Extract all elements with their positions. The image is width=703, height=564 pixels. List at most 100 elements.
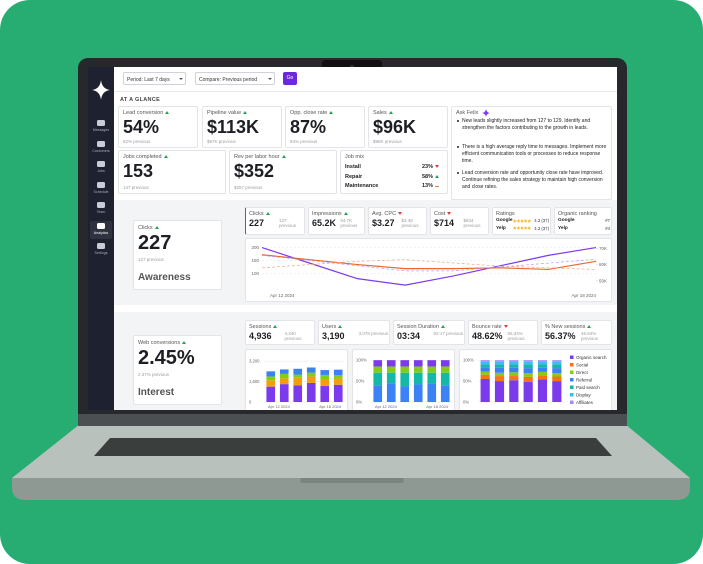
bar-segment xyxy=(537,360,548,362)
metric-value: 227 xyxy=(249,218,265,228)
bar-segment xyxy=(509,380,519,402)
line-chart-card: 200 150 100 70K 60K 50K Apr 12 2024 Apr 18 2024 xyxy=(245,238,612,302)
bar-segment xyxy=(413,366,423,373)
star xyxy=(527,218,531,223)
x-label: Apr 18 2024 xyxy=(571,293,596,298)
bar-segment xyxy=(279,384,289,402)
bar-segment xyxy=(413,372,423,385)
nav-label[interactable]: Messages xyxy=(92,128,110,132)
list-card: Organic ranking Google #7 Yelp #4 xyxy=(554,207,612,235)
bar-segment xyxy=(373,366,383,373)
nav-label[interactable]: Customers xyxy=(92,148,110,153)
logo xyxy=(92,80,110,100)
bar-segment xyxy=(320,386,330,402)
kpi-previous: $98K previous xyxy=(373,139,402,144)
trend-arrow xyxy=(435,165,439,168)
trend-arrow xyxy=(343,211,348,215)
kpi-value: $96K xyxy=(373,117,417,137)
bar-segment xyxy=(266,380,276,387)
bar-segment xyxy=(509,367,519,373)
sidebar: Messages Customers Jobs Schedule Team Analyti… xyxy=(88,67,114,410)
topbar-line xyxy=(114,91,617,92)
job-mix-value: 23% xyxy=(421,164,433,170)
bar-segment xyxy=(480,371,490,375)
bar-segment xyxy=(494,364,505,368)
trend-arrow xyxy=(440,324,445,328)
bar-segment xyxy=(523,373,533,377)
list-value: #4 xyxy=(605,225,610,231)
nav-label[interactable]: Jobs xyxy=(97,169,105,173)
select[interactable]: Compare: Previous period xyxy=(195,72,275,85)
bar-segment xyxy=(266,371,276,377)
metric-label: % New sessions xyxy=(545,323,586,330)
legend-label: Referral xyxy=(576,378,592,383)
y-tick-label: 200 xyxy=(251,245,259,250)
select[interactable]: Period: Last 7 days xyxy=(123,72,186,85)
bar-segment xyxy=(440,366,450,373)
bar-segment xyxy=(509,360,519,362)
trend-arrow xyxy=(154,226,159,229)
legend-label: Display xyxy=(576,393,592,398)
ask-bullet: There is a high average reply time to me… xyxy=(462,144,607,165)
trend-arrow xyxy=(435,185,439,187)
list-label: Yelp xyxy=(558,225,568,231)
bar-segment xyxy=(333,375,343,379)
trend-arrow xyxy=(587,324,592,328)
legend-swatch xyxy=(570,363,574,367)
bar-segment xyxy=(523,364,533,369)
legend-label: Paid search xyxy=(576,385,600,390)
bar-segment xyxy=(552,368,562,374)
bar-segment xyxy=(373,372,383,386)
kpi-card: Rev per labor hour $352 $257 previous xyxy=(229,150,337,194)
bar-segment xyxy=(386,383,396,402)
bar-segment xyxy=(552,361,562,365)
bar-segment xyxy=(537,379,548,402)
nav-label[interactable]: Team xyxy=(96,210,106,214)
ask-bullet: New leads slightly increased from 127 to… xyxy=(462,118,591,132)
x-label: Apr 12 2024 xyxy=(270,293,295,298)
star xyxy=(516,218,521,223)
metric-previous: 127 previous xyxy=(279,218,297,228)
bar-segment xyxy=(373,385,383,402)
trend-arrow xyxy=(503,324,508,328)
bar-segment xyxy=(537,364,548,368)
star xyxy=(513,226,517,231)
go-button[interactable]: Go xyxy=(283,72,297,85)
bar-segment xyxy=(494,381,505,402)
trend-arrow xyxy=(163,155,168,158)
laptop-notch xyxy=(300,478,404,483)
kpi-card: Jobs completed 153 147 previous xyxy=(118,150,226,194)
ask-felix: Ask Felix New leads slightly increased fr… xyxy=(451,106,612,200)
nav-label[interactable]: Schedule xyxy=(93,189,109,194)
bullet-dot xyxy=(457,146,459,148)
line-series xyxy=(261,255,597,272)
metric-previous: 56.34% previous xyxy=(507,331,525,341)
nav-label[interactable]: Settings xyxy=(94,251,108,255)
bar-segment xyxy=(494,360,505,362)
metric-card: % New sessions 56.37% 46.54% previous xyxy=(541,320,612,345)
stage-value: 2.45% xyxy=(138,347,195,369)
bar-chart-card: 100% 50% 0% Organic search Social Direct Refer… xyxy=(459,349,612,410)
bar-segment xyxy=(494,376,505,382)
nav-label[interactable]: Analytics xyxy=(93,230,109,235)
y-tick-label: 0% xyxy=(356,400,362,405)
kpi-label: Lead conversion xyxy=(123,110,164,116)
bar-segment xyxy=(537,361,548,365)
chevron xyxy=(179,78,183,80)
bar-segment xyxy=(293,385,303,402)
bar-segment xyxy=(509,361,519,365)
trend-arrow xyxy=(338,324,343,328)
metric-previous: $3.48 previous xyxy=(401,218,419,228)
kpi-card: Opp. close rate 87% 84% previous xyxy=(285,106,365,148)
metric-card: Clicks 227 127 previous xyxy=(245,207,305,235)
metric-card: Users 3,190 3,078 previous xyxy=(318,320,390,345)
nav-icon xyxy=(97,140,105,147)
job-mix-value: 58% xyxy=(421,173,433,180)
bar-segment xyxy=(279,369,289,374)
metric-previous: $834 previous xyxy=(463,218,481,228)
nav-icon xyxy=(97,120,105,126)
legend-swatch xyxy=(570,400,574,404)
y2-tick-label: 70K xyxy=(599,246,607,251)
bar-segment xyxy=(266,386,276,402)
bar-segment xyxy=(552,381,562,402)
